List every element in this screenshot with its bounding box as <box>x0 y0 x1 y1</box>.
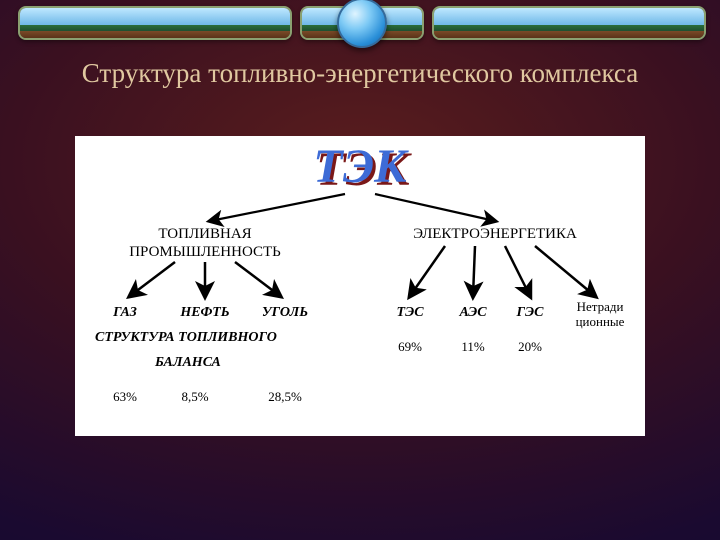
pct-tes: 69% <box>398 339 422 354</box>
left-footer-1: СТРУКТУРА ТОПЛИВНОГО <box>95 330 277 345</box>
leaf-aes: АЭС <box>458 305 487 320</box>
arrow-root-right <box>375 194 495 221</box>
header-decoration <box>0 0 720 46</box>
arrow-right-3 <box>505 246 530 296</box>
pct-gaz: 63% <box>113 389 137 404</box>
tree-diagram: ТЭК ТЭК ТОПЛИВНАЯ ПРОМЫШЛЕННОСТЬ ЭЛЕКТРО… <box>75 136 645 436</box>
arrow-root-left <box>210 194 345 221</box>
arrow-left-1 <box>130 262 175 296</box>
header-pill <box>432 6 706 40</box>
arrow-right-1 <box>410 246 445 296</box>
left-branch-label: ПРОМЫШЛЕННОСТЬ <box>129 244 281 260</box>
slide: Структура топливно-энергетического компл… <box>0 0 720 540</box>
leaf-netrad2: ционные <box>576 314 625 329</box>
arrow-right-4 <box>535 246 595 296</box>
pct-aes: 11% <box>461 339 485 354</box>
leaf-tes: ТЭС <box>396 305 424 320</box>
pct-ges: 20% <box>518 339 542 354</box>
header-pill <box>18 6 292 40</box>
leaf-gaz: ГАЗ <box>112 305 137 320</box>
right-branch-label: ЭЛЕКТРОЭНЕРГЕТИКА <box>413 226 577 242</box>
leaf-neft: НЕФТЬ <box>179 305 229 320</box>
left-branch-label: ТОПЛИВНАЯ <box>158 226 251 242</box>
diagram-panel: ТЭК ТЭК ТОПЛИВНАЯ ПРОМЫШЛЕННОСТЬ ЭЛЕКТРО… <box>75 136 645 436</box>
logo: ТЭК ТЭК <box>313 140 412 196</box>
globe-icon <box>337 0 387 48</box>
arrow-left-3 <box>235 262 280 296</box>
pct-ugol: 28,5% <box>268 389 302 404</box>
slide-title: Структура топливно-энергетического компл… <box>0 58 720 89</box>
pct-neft: 8,5% <box>181 389 208 404</box>
leaf-ugol: УГОЛЬ <box>262 305 308 320</box>
arrow-right-2 <box>473 246 475 296</box>
leaf-netrad1: Нетради <box>577 299 624 314</box>
svg-text:ТЭК: ТЭК <box>313 140 409 193</box>
leaf-ges: ГЭС <box>516 305 545 320</box>
left-footer-2: БАЛАНСА <box>154 355 221 370</box>
